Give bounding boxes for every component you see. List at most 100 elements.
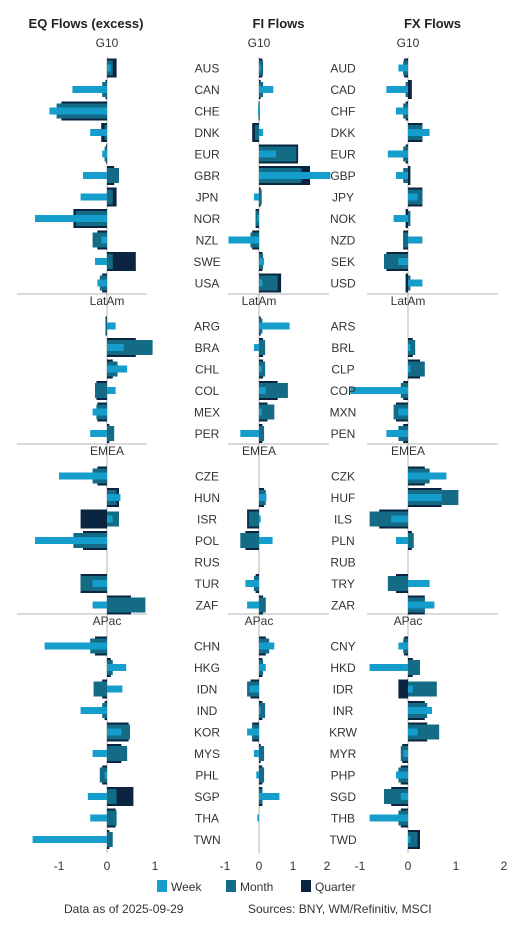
category-label-dkk: DKK bbox=[331, 126, 356, 140]
bar-fx-flows-hkd-week bbox=[369, 664, 408, 671]
bar-fi-flows-usa-week bbox=[259, 279, 263, 287]
bar-eq-flows-excess-mex-week bbox=[92, 408, 107, 416]
bar-fi-flows-dnk-week bbox=[259, 129, 264, 136]
category-label-hun: HUN bbox=[194, 491, 220, 505]
bar-eq-flows-excess-gbr-month bbox=[107, 168, 119, 183]
bar-eq-flows-excess-tur-week bbox=[92, 580, 107, 587]
category-label-tur: TUR bbox=[195, 577, 220, 591]
bar-fx-flows-brl-month bbox=[408, 340, 416, 355]
category-label-hkd: HKD bbox=[330, 661, 356, 675]
bar-fx-flows-thb-week bbox=[369, 814, 408, 822]
bar-fi-flows-swe-week bbox=[259, 258, 265, 265]
x-tick-eq-flows-excess-1: 1 bbox=[152, 859, 159, 873]
panel-title-fi-flows: FI Flows bbox=[253, 16, 305, 31]
category-label-try: TRY bbox=[331, 577, 355, 591]
category-label-twn: TWN bbox=[193, 833, 220, 847]
category-label-cad: CAD bbox=[330, 83, 356, 97]
bar-eq-flows-excess-hkg-week bbox=[107, 664, 127, 671]
category-label-che: CHE bbox=[194, 105, 219, 119]
bar-fi-flows-mys-month bbox=[259, 746, 265, 761]
bar-eq-flows-excess-gbr-week bbox=[83, 172, 107, 179]
bar-fx-flows-sgd-week bbox=[400, 793, 408, 800]
bar-eq-flows-excess-idn-week bbox=[107, 685, 123, 693]
region-label-eq-flows-excess-emea: EMEA bbox=[90, 444, 124, 458]
bar-fi-flows-nzl-week bbox=[228, 236, 259, 244]
bar-fi-flows-eur-week bbox=[259, 150, 276, 158]
legend-swatch-week bbox=[157, 880, 167, 892]
bar-fi-flows-can-week bbox=[259, 86, 274, 93]
bar-eq-flows-excess-sgp-week bbox=[87, 793, 107, 800]
category-label-sgp: SGP bbox=[194, 790, 219, 804]
bar-fx-flows-sek-week bbox=[398, 258, 408, 265]
category-label-idr: IDR bbox=[333, 683, 354, 697]
category-label-chn: CHN bbox=[194, 640, 220, 654]
legend-swatch-quarter bbox=[301, 880, 311, 892]
bar-fx-flows-clp-week bbox=[408, 365, 411, 373]
bar-fx-flows-ils-week bbox=[391, 515, 408, 523]
region-label-fi-flows-emea: EMEA bbox=[242, 444, 276, 458]
bar-eq-flows-excess-swe-month bbox=[107, 254, 113, 269]
bar-fx-flows-sek-month bbox=[384, 254, 408, 269]
region-label-fx-flows-g10: G10 bbox=[397, 36, 420, 50]
bar-fi-flows-sgp-week bbox=[259, 793, 280, 800]
bar-eq-flows-excess-nor-week bbox=[35, 215, 107, 222]
bar-eq-flows-excess-swe-quarter bbox=[107, 252, 136, 271]
bar-fx-flows-krw-month bbox=[408, 724, 440, 740]
category-label-ils: ILS bbox=[334, 513, 352, 527]
bar-fx-flows-krw-week bbox=[408, 728, 418, 736]
bar-eq-flows-excess-bra-month bbox=[107, 340, 153, 355]
category-label-zar: ZAR bbox=[331, 599, 355, 613]
x-tick-fi-flows-neg1: -1 bbox=[220, 859, 231, 873]
bar-fx-flows-twd-week bbox=[408, 836, 411, 843]
bar-fx-flows-gbp-week bbox=[396, 172, 408, 179]
bar-fi-flows-zaf-week bbox=[247, 601, 259, 609]
bar-eq-flows-excess-che-week bbox=[49, 107, 107, 115]
bar-fi-flows-pol-week bbox=[259, 537, 273, 544]
bar-fx-flows-hkd-month bbox=[408, 660, 420, 675]
bar-eq-flows-excess-swe-week bbox=[95, 258, 107, 265]
category-label-thb: THB bbox=[331, 812, 355, 826]
category-label-clp: CLP bbox=[331, 363, 354, 377]
category-label-eur: EUR bbox=[330, 148, 356, 162]
bar-fi-flows-che-week bbox=[257, 107, 259, 115]
bar-fi-flows-phl-week bbox=[256, 771, 259, 779]
bar-fi-flows-aus-week bbox=[259, 64, 261, 72]
bar-eq-flows-excess-phl-month bbox=[99, 767, 107, 783]
bar-eq-flows-excess-jpn-month bbox=[107, 189, 113, 205]
category-label-rub: RUB bbox=[330, 556, 355, 570]
bar-eq-flows-excess-chl-week bbox=[107, 365, 128, 373]
category-label-hkg: HKG bbox=[194, 661, 220, 675]
category-label-ind: IND bbox=[197, 704, 218, 718]
bar-fi-flows-mex-week bbox=[259, 408, 262, 416]
bar-fi-flows-dnk-month bbox=[254, 125, 259, 140]
bar-fi-flows-chl-week bbox=[259, 365, 262, 373]
category-label-bra: BRA bbox=[195, 341, 220, 355]
category-label-myr: MYR bbox=[330, 747, 357, 761]
bar-fi-flows-hun-week bbox=[259, 494, 267, 501]
bar-fi-flows-tha-week bbox=[257, 814, 259, 822]
bar-eq-flows-excess-can-week bbox=[72, 86, 107, 93]
category-label-jpy: JPY bbox=[332, 191, 354, 205]
category-label-mys: MYS bbox=[194, 747, 220, 761]
footer-date: Data as of 2025-09-29 bbox=[64, 902, 184, 916]
bar-fx-flows-ils-month bbox=[369, 511, 408, 527]
bar-fi-flows-tur-week bbox=[245, 580, 259, 587]
category-label-pln: PLN bbox=[331, 534, 354, 548]
bar-fx-flows-php-week bbox=[396, 771, 408, 779]
category-label-swe: SWE bbox=[193, 255, 220, 269]
region-label-fx-flows-latam: LatAm bbox=[391, 294, 426, 308]
bar-fx-flows-idr-month bbox=[408, 681, 437, 697]
category-label-idn: IDN bbox=[197, 683, 218, 697]
bar-fi-flows-pol-month bbox=[240, 533, 259, 548]
x-tick-eq-flows-excess-0: 0 bbox=[104, 859, 111, 873]
bar-fx-flows-nok-week bbox=[393, 215, 408, 222]
bar-eq-flows-excess-chn-week bbox=[44, 642, 107, 650]
category-label-rus: RUS bbox=[194, 556, 219, 570]
bar-fx-flows-try-week bbox=[408, 580, 430, 587]
bar-eq-flows-excess-per-month bbox=[107, 426, 115, 441]
category-label-brl: BRL bbox=[331, 341, 355, 355]
category-label-nor: NOR bbox=[194, 212, 221, 226]
bar-fi-flows-chn-week bbox=[259, 642, 275, 650]
